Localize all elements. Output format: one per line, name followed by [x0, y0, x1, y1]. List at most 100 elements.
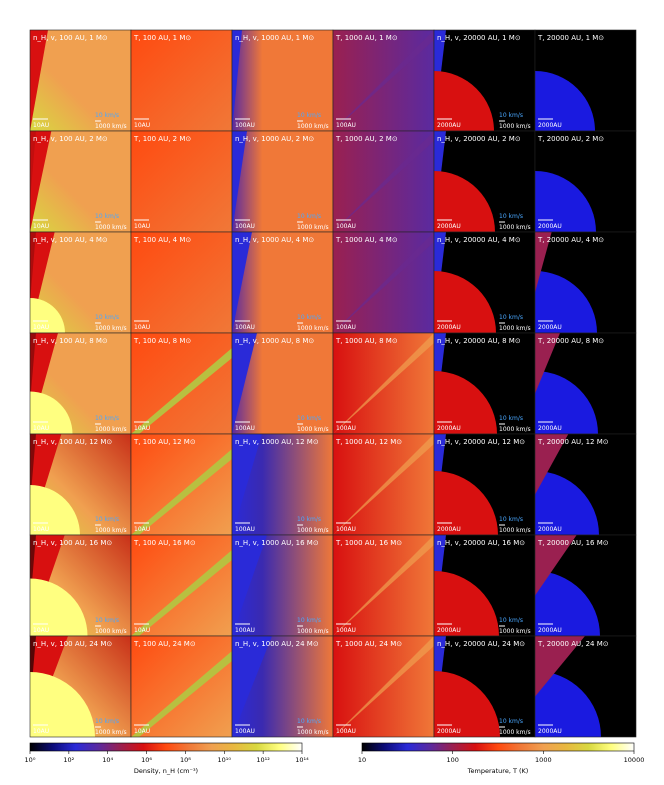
- velocity-scale-large: 1000 km/s: [499, 527, 531, 534]
- colorbar-tick-label: 10⁰: [25, 756, 36, 764]
- panel: n_H, v, 1000 AU, 8 M⊙ 100AU 10 km/s 1000 km…: [231, 332, 334, 435]
- panel-label: n_H, v, 20000 AU, 1 M⊙: [437, 34, 521, 42]
- panel: n_H, v, 20000 AU, 1 M⊙ 2000AU 10 km/s 1000 …: [433, 29, 536, 132]
- length-scale-bar: 10AU: [33, 627, 49, 634]
- length-scale-bar: 2000AU: [538, 627, 562, 634]
- colorbar-tick-label: 10²: [63, 756, 74, 764]
- velocity-scale-small: 10 km/s: [297, 112, 321, 119]
- length-scale-bar: 10AU: [134, 627, 150, 634]
- colorbar-tick-label: 10¹⁰: [218, 756, 232, 764]
- velocity-scale-large: 1000 km/s: [95, 325, 127, 332]
- length-scale-bar: 2000AU: [437, 425, 461, 432]
- panel-label: T, 20000 AU, 16 M⊙: [537, 539, 609, 547]
- velocity-scale-small: 10 km/s: [499, 718, 523, 725]
- panel: T, 20000 AU, 16 M⊙ 2000AU: [534, 534, 637, 637]
- velocity-scale-large: 1000 km/s: [95, 527, 127, 534]
- colorbar-tick-label: 10⁴: [102, 756, 113, 764]
- panel-label: n_H, v, 1000 AU, 1 M⊙: [235, 34, 314, 42]
- length-scale-bar: 100AU: [235, 425, 255, 432]
- velocity-scale-small: 10 km/s: [499, 213, 523, 220]
- panel: n_H, v, 20000 AU, 4 M⊙ 2000AU 10 km/s 1000 …: [433, 231, 536, 334]
- panel-label: n_H, v, 100 AU, 12 M⊙: [33, 438, 112, 446]
- panel: T, 100 AU, 8 M⊙ 10AU: [130, 332, 233, 435]
- panel-label: T, 20000 AU, 1 M⊙: [537, 34, 604, 42]
- length-scale-bar: 2000AU: [538, 728, 562, 735]
- velocity-scale-large: 1000 km/s: [95, 426, 127, 433]
- velocity-scale-small: 10 km/s: [499, 617, 523, 624]
- panel-label: n_H, v, 100 AU, 2 M⊙: [33, 135, 108, 143]
- panel-label: n_H, v, 1000 AU, 12 M⊙: [235, 438, 319, 446]
- panel-label: T, 20000 AU, 12 M⊙: [537, 438, 609, 446]
- length-scale-bar: 100AU: [235, 728, 255, 735]
- length-scale-bar: 100AU: [336, 425, 356, 432]
- panel: T, 20000 AU, 1 M⊙ 2000AU: [534, 29, 637, 132]
- length-scale-bar: 100AU: [235, 122, 255, 129]
- velocity-scale-small: 10 km/s: [95, 314, 119, 321]
- panel: T, 1000 AU, 1 M⊙ 100AU: [332, 29, 435, 132]
- panel-label: n_H, v, 100 AU, 16 M⊙: [33, 539, 112, 547]
- length-scale-bar: 10AU: [134, 425, 150, 432]
- velocity-scale-large: 1000 km/s: [95, 224, 127, 231]
- panel-label: n_H, v, 20000 AU, 8 M⊙: [437, 337, 521, 345]
- panel: T, 100 AU, 4 M⊙ 10AU: [130, 231, 233, 334]
- velocity-scale-large: 1000 km/s: [297, 527, 329, 534]
- panel: n_H, v, 1000 AU, 1 M⊙ 100AU 10 km/s 1000 km…: [231, 29, 334, 132]
- colorbar-tick-label: 100: [446, 756, 458, 764]
- length-scale-bar: 100AU: [235, 324, 255, 331]
- length-scale-bar: 10AU: [33, 425, 49, 432]
- panel-label: n_H, v, 100 AU, 8 M⊙: [33, 337, 108, 345]
- panel-label: n_H, v, 1000 AU, 16 M⊙: [235, 539, 319, 547]
- panel: T, 100 AU, 24 M⊙ 10AU: [130, 635, 233, 738]
- panel-label: T, 100 AU, 4 M⊙: [133, 236, 191, 244]
- length-scale-bar: 2000AU: [437, 223, 461, 230]
- velocity-scale-small: 10 km/s: [499, 516, 523, 523]
- velocity-scale-small: 10 km/s: [297, 314, 321, 321]
- panel-label: T, 100 AU, 12 M⊙: [133, 438, 196, 446]
- colorbar-gradient: [361, 742, 635, 752]
- velocity-scale-large: 1000 km/s: [499, 426, 531, 433]
- panel-label: n_H, v, 100 AU, 1 M⊙: [33, 34, 108, 42]
- panel-label: n_H, v, 20000 AU, 12 M⊙: [437, 438, 525, 446]
- panel-label: T, 100 AU, 8 M⊙: [133, 337, 191, 345]
- colorbar: 10 100 1000 10000 Temperature, T (K): [358, 742, 644, 775]
- velocity-scale-large: 1000 km/s: [297, 426, 329, 433]
- length-scale-bar: 2000AU: [538, 526, 562, 533]
- length-scale-bar: 10AU: [33, 122, 49, 129]
- length-scale-bar: 2000AU: [437, 728, 461, 735]
- colorbar-tick-label: 1000: [535, 756, 552, 764]
- length-scale-bar: 100AU: [336, 627, 356, 634]
- velocity-scale-large: 1000 km/s: [297, 628, 329, 635]
- panel-label: T, 1000 AU, 16 M⊙: [335, 539, 402, 547]
- panel: T, 1000 AU, 16 M⊙ 100AU: [332, 534, 435, 637]
- panel: T, 100 AU, 1 M⊙ 10AU: [130, 29, 233, 132]
- length-scale-bar: 10AU: [134, 223, 150, 230]
- panel-label: T, 20000 AU, 8 M⊙: [537, 337, 604, 345]
- length-scale-bar: 10AU: [33, 728, 49, 735]
- length-scale-bar: 10AU: [134, 324, 150, 331]
- panel: T, 1000 AU, 24 M⊙ 100AU: [332, 635, 435, 738]
- panel-label: T, 1000 AU, 1 M⊙: [335, 34, 398, 42]
- panel: n_H, v, 20000 AU, 2 M⊙ 2000AU 10 km/s 1000 …: [433, 130, 536, 233]
- panel-label: T, 1000 AU, 12 M⊙: [335, 438, 402, 446]
- panel-label: n_H, v, 20000 AU, 2 M⊙: [437, 135, 521, 143]
- panel-label: T, 1000 AU, 8 M⊙: [335, 337, 398, 345]
- panel: T, 1000 AU, 12 M⊙ 100AU: [332, 433, 435, 536]
- panel: n_H, v, 100 AU, 16 M⊙ 10AU 10 km/s 1000 km/…: [29, 534, 132, 637]
- panel: n_H, v, 20000 AU, 12 M⊙ 2000AU 10 km/s 1000…: [433, 433, 536, 536]
- panel: n_H, v, 100 AU, 1 M⊙ 10AU 10 km/s 1000 km/s: [29, 29, 132, 132]
- panel: T, 20000 AU, 4 M⊙ 2000AU: [534, 231, 637, 334]
- length-scale-bar: 2000AU: [437, 627, 461, 634]
- length-scale-bar: 100AU: [235, 526, 255, 533]
- velocity-scale-large: 1000 km/s: [297, 224, 329, 231]
- velocity-scale-small: 10 km/s: [95, 213, 119, 220]
- panel-label: n_H, v, 1000 AU, 8 M⊙: [235, 337, 314, 345]
- length-scale-bar: 100AU: [336, 526, 356, 533]
- panel: T, 20000 AU, 24 M⊙ 2000AU: [534, 635, 637, 738]
- colorbars: 10⁰ 10² 10⁴ 10⁶ 10⁸ 10¹⁰ 10¹² 10¹⁴ Density, n_H …: [25, 742, 644, 775]
- velocity-scale-small: 10 km/s: [499, 112, 523, 119]
- panel-label: n_H, v, 20000 AU, 16 M⊙: [437, 539, 525, 547]
- length-scale-bar: 10AU: [33, 324, 49, 331]
- panel-label: n_H, v, 100 AU, 4 M⊙: [33, 236, 108, 244]
- panel-grid: n_H, v, 100 AU, 1 M⊙ 10AU 10 km/s 1000 km/s…: [29, 29, 637, 738]
- length-scale-bar: 100AU: [336, 223, 356, 230]
